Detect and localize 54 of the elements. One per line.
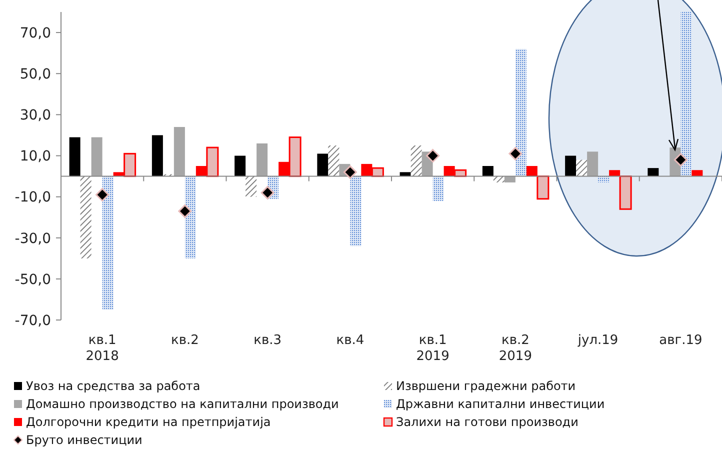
bar — [102, 176, 114, 310]
legend-label: Домашно производство на капитални производи — [26, 397, 339, 412]
point — [96, 188, 110, 202]
point — [260, 186, 274, 200]
bar — [515, 48, 526, 176]
point — [674, 153, 688, 167]
legend-label: Долгорочни кредити на претпријатија — [26, 415, 271, 430]
x-tick-label: кв.2 2019 — [498, 333, 532, 364]
bar — [576, 160, 588, 176]
bar — [648, 168, 659, 176]
point — [426, 148, 440, 162]
bar — [80, 176, 92, 258]
point — [178, 204, 192, 218]
y-tick-label: 70,0 — [20, 25, 51, 42]
legend-label: Увоз на средства за работа — [26, 379, 200, 394]
bar — [69, 137, 80, 176]
bar — [256, 143, 268, 176]
bar — [482, 166, 494, 176]
bar — [565, 156, 576, 176]
x-tick-label: јул.19 — [576, 333, 618, 348]
x-tick-label: кв.1 2019 — [416, 333, 450, 364]
bar — [400, 172, 411, 176]
y-tick-label: -10,0 — [14, 190, 51, 206]
y-tick-label: -50,0 — [14, 272, 51, 288]
x-tick-label: кв.1 2018 — [86, 333, 119, 364]
legend-label: Бруто инвестиции — [26, 433, 142, 448]
bar — [246, 176, 257, 197]
point — [508, 146, 522, 160]
bar — [317, 154, 328, 176]
y-tick-label: 50,0 — [20, 66, 51, 82]
bar — [91, 137, 102, 176]
bar — [410, 145, 422, 176]
legend-label: Државни капитални инвестиции — [396, 397, 605, 412]
x-tick-label: авг.19 — [659, 333, 702, 348]
bar — [234, 156, 246, 176]
bar — [174, 126, 185, 176]
y-tick-label: -70,0 — [14, 312, 51, 329]
x-tick-label: кв.4 — [336, 333, 364, 348]
bar — [680, 12, 692, 176]
y-tick-label: 10,0 — [20, 148, 51, 165]
legend-label: Извршени градежни работи — [396, 379, 576, 394]
x-tick-label: кв.2 — [170, 333, 199, 348]
bar — [587, 152, 598, 176]
bar — [152, 135, 163, 176]
y-tick-label: 30,0 — [20, 108, 51, 124]
bar — [432, 176, 444, 201]
bar — [692, 170, 703, 176]
bar — [328, 145, 340, 176]
x-tick-label: кв.3 — [254, 333, 282, 348]
bar — [350, 176, 362, 246]
bar — [184, 176, 196, 258]
point — [343, 165, 357, 179]
legend-label: Залихи на готови производи — [396, 415, 578, 430]
y-tick-label: -30,0 — [14, 230, 51, 247]
